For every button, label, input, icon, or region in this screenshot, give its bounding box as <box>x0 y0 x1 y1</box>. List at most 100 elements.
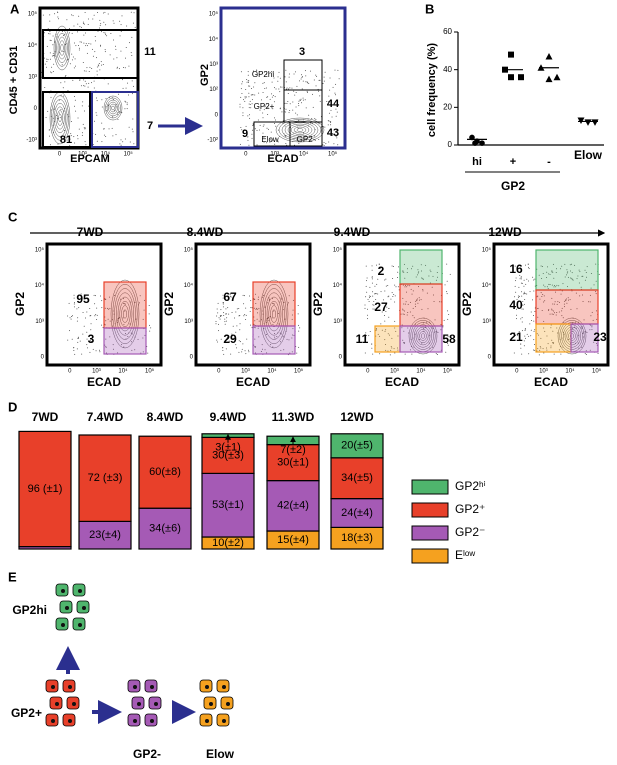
x-tick-label: 0 <box>68 369 72 375</box>
event-dot <box>395 330 397 332</box>
event-dot <box>404 353 406 355</box>
event-dot <box>98 62 100 64</box>
event-dot <box>262 132 264 134</box>
event-dot <box>239 315 241 317</box>
x-tick-label: 10⁵ <box>592 368 602 375</box>
event-dot <box>74 99 76 101</box>
gate-value: 67 <box>223 290 237 304</box>
event-dot <box>372 353 374 355</box>
event-dot <box>220 338 222 340</box>
event-dot <box>251 94 253 96</box>
event-dot <box>377 293 379 295</box>
event-dot <box>217 323 219 325</box>
contour <box>263 288 285 340</box>
event-dot <box>586 266 588 268</box>
event-dot <box>270 131 272 133</box>
event-dot <box>519 274 521 276</box>
event-dot <box>74 353 76 355</box>
value-label: 30(±1) <box>277 457 309 469</box>
event-dot <box>581 346 583 348</box>
event-dot <box>440 324 442 326</box>
event-dot <box>285 88 287 90</box>
event-dot <box>266 302 268 304</box>
event-dot <box>87 347 89 349</box>
event-dot <box>90 315 92 317</box>
event-dot <box>523 340 525 342</box>
event-dot <box>533 320 535 322</box>
event-dot <box>579 295 581 297</box>
event-dot <box>371 282 373 284</box>
event-dot <box>524 299 526 301</box>
event-dot <box>94 51 96 53</box>
event-dot <box>274 87 276 89</box>
event-dot <box>591 311 593 313</box>
event-dot <box>569 299 571 301</box>
event-dot <box>216 315 218 317</box>
timepoint-title: 12WD <box>488 225 522 239</box>
event-dot <box>598 273 600 275</box>
event-dot <box>371 347 373 349</box>
event-dot <box>270 71 272 73</box>
event-dot <box>266 96 268 98</box>
event-dot <box>540 292 542 294</box>
event-dot <box>521 308 523 310</box>
event-dot <box>551 309 553 311</box>
event-dot <box>219 316 221 318</box>
event-dot <box>376 283 378 285</box>
event-dot <box>124 138 126 140</box>
event-dot <box>586 331 588 333</box>
event-dot <box>131 349 133 351</box>
event-dot <box>223 312 225 314</box>
event-dot <box>117 318 119 320</box>
event-dot <box>292 328 294 330</box>
event-dot <box>548 309 550 311</box>
event-dot <box>90 323 92 325</box>
event-dot <box>249 103 251 105</box>
event-dot <box>277 139 279 141</box>
event-dot <box>277 313 279 315</box>
event-dot <box>546 349 548 351</box>
event-dot <box>50 109 52 111</box>
event-dot <box>384 290 386 292</box>
bar-segment <box>201 472 255 538</box>
y-tick-label: 10⁴ <box>482 282 492 289</box>
contour <box>56 33 68 63</box>
x-tick-label: 10⁴ <box>416 368 426 375</box>
y-tick-label: 60 <box>443 27 452 36</box>
event-dot <box>595 293 597 295</box>
event-dot <box>282 335 284 337</box>
event-dot <box>365 296 367 298</box>
event-dot <box>523 293 525 295</box>
event-dot <box>73 42 75 44</box>
event-dot <box>412 290 414 292</box>
event-dot <box>226 317 228 319</box>
event-dot <box>301 74 303 76</box>
event-dot <box>447 344 449 346</box>
event-dot <box>130 52 132 54</box>
event-dot <box>434 319 436 321</box>
y-tick-label: 10³ <box>35 319 44 325</box>
event-dot <box>120 24 122 26</box>
event-dot <box>131 341 133 343</box>
event-dot <box>292 309 294 311</box>
event-dot <box>223 353 225 355</box>
event-dot <box>421 270 423 272</box>
event-dot <box>294 71 296 73</box>
event-dot <box>432 346 434 348</box>
event-dot <box>514 296 516 298</box>
event-dot <box>252 70 254 72</box>
event-dot <box>274 332 276 334</box>
event-dot <box>322 83 324 85</box>
event-dot <box>250 300 252 302</box>
event-dot <box>528 268 530 270</box>
event-dot <box>124 67 126 69</box>
event-dot <box>82 62 84 64</box>
event-dot <box>574 264 576 266</box>
event-dot <box>544 286 546 288</box>
contour <box>414 324 432 348</box>
event-dot <box>332 134 334 136</box>
event-dot <box>87 23 89 25</box>
event-dot <box>107 318 109 320</box>
event-dot <box>572 279 574 281</box>
x-tick-label: 0 <box>366 369 370 375</box>
